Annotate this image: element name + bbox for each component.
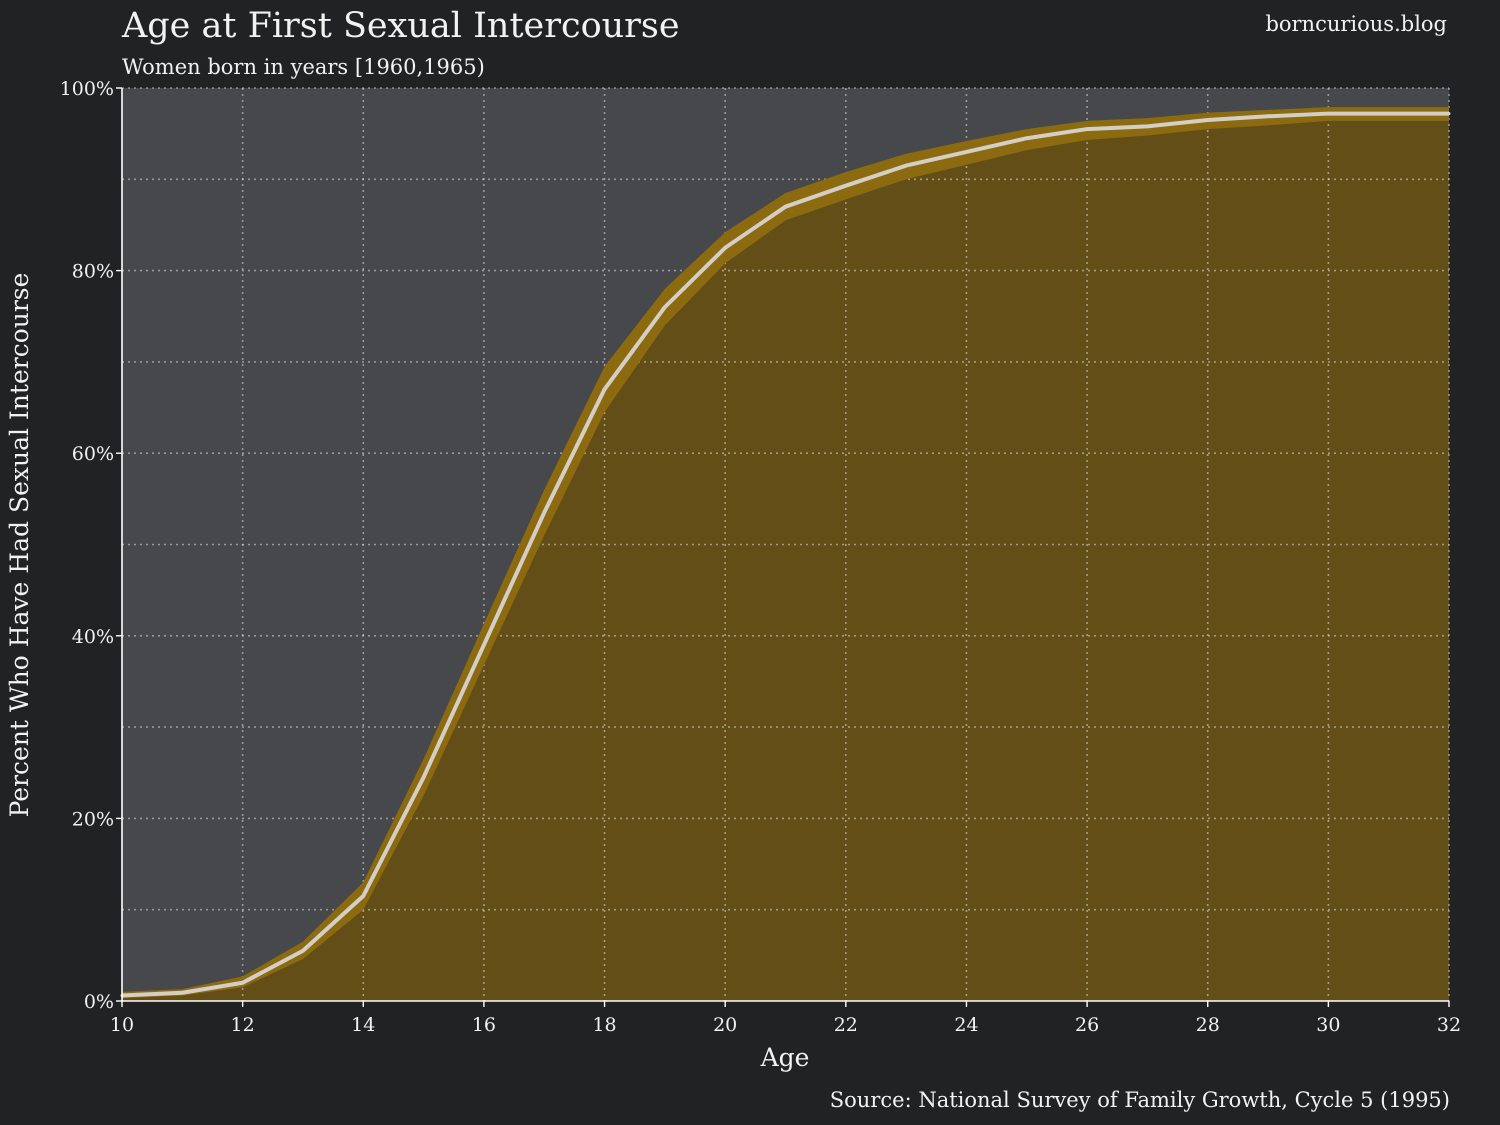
data-point [1145,124,1149,128]
data-point [1387,112,1391,116]
x-tick-label: 32 [1437,1014,1461,1036]
y-axis-label: Percent Who Have Had Sexual Intercourse [5,273,34,818]
y-tick-label: 60% [72,443,114,465]
x-tick-label: 12 [231,1014,255,1036]
y-tick-label: 100% [60,78,114,100]
data-point [723,246,727,250]
chart-subtitle: Women born in years [1960,1965) [122,55,485,79]
data-point [1266,114,1270,118]
x-tick-label: 20 [713,1014,737,1036]
x-tick-label: 22 [834,1014,858,1036]
data-point [422,775,426,779]
data-point [482,643,486,647]
x-tick-label: 14 [351,1014,375,1036]
data-point [904,164,908,168]
data-point [663,305,667,309]
data-point [1085,127,1089,131]
data-point [784,205,787,209]
x-tick-label: 10 [110,1014,134,1036]
y-tick-label: 40% [72,626,114,648]
tick-label-layer: 10 12 14 16 18 20 22 24 26 28 30 32 0% 20% 40% 60% 80% 10… [60,78,1461,1036]
data-point [603,387,607,391]
x-tick-label: 30 [1316,1014,1340,1036]
x-tick-label: 28 [1196,1014,1220,1036]
data-point [1206,118,1210,122]
chart-title: Age at First Sexual Intercourse [121,6,680,46]
x-tick-label: 16 [472,1014,496,1036]
x-tick-label: 18 [592,1014,616,1036]
data-point [241,981,245,985]
data-point [964,150,968,154]
y-tick-label: 20% [72,808,114,830]
data-point [844,184,848,188]
x-tick-label: 24 [954,1014,978,1036]
watermark: borncurious.blog [1265,12,1447,36]
area-fill [122,113,1449,1001]
grid-layer [122,87,1450,1001]
data-point [1447,112,1451,116]
data-point [542,511,546,515]
x-axis-label: Age [760,1043,810,1072]
data-point [1326,112,1330,116]
source-note: Source: National Survey of Family Growth… [830,1088,1450,1112]
data-point [1025,136,1029,140]
x-tick-label: 26 [1075,1014,1099,1036]
data-point [361,894,365,898]
y-tick-label: 0% [84,991,114,1013]
data-point [301,949,305,953]
axis-layer [121,88,1449,1002]
area-layer [122,113,1449,1001]
data-point [180,991,184,995]
y-tick-label: 80% [72,261,114,283]
